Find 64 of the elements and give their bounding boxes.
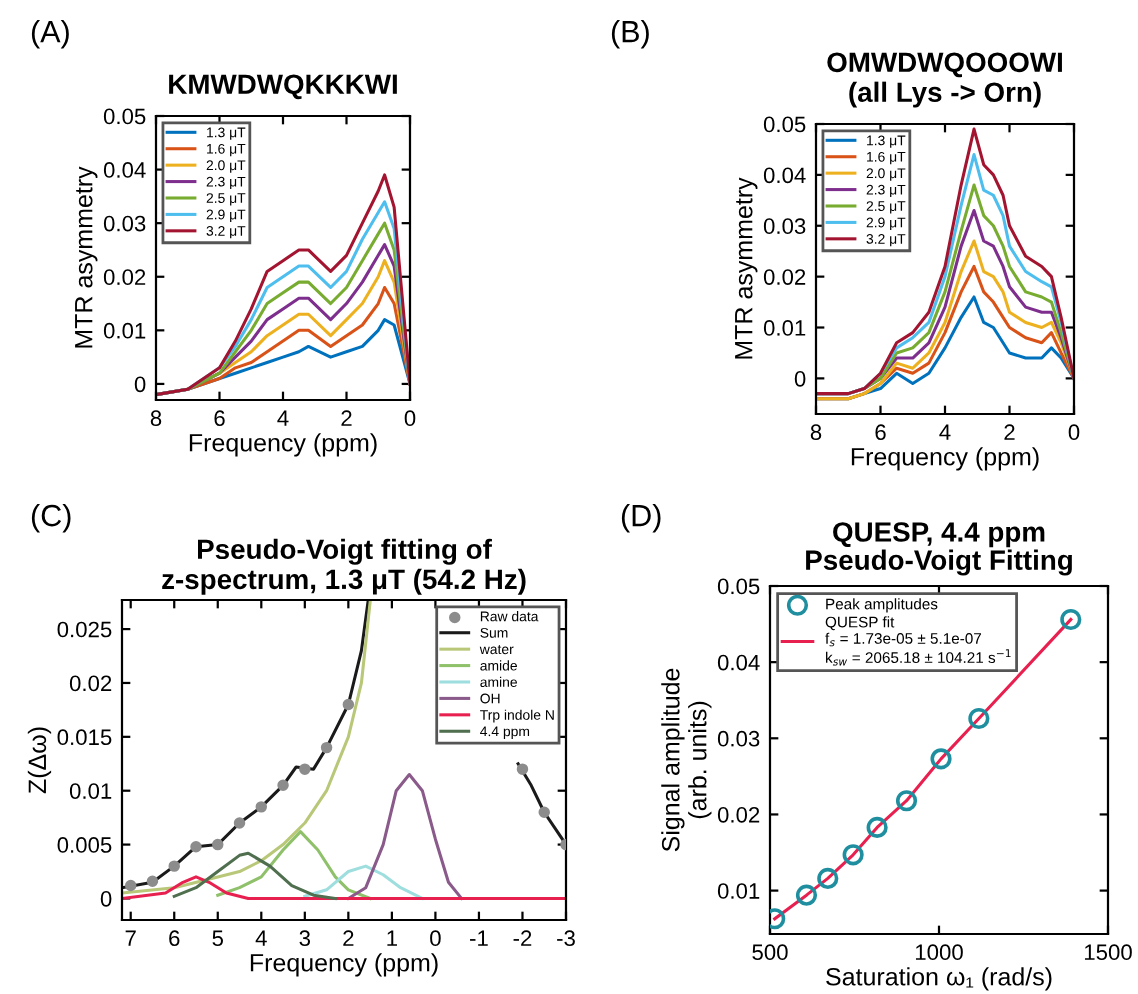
y-tick-label: 0 (134, 376, 146, 393)
x-axis-title: Frequency (ppm) (851, 447, 1039, 471)
y-tick-label: 0.05 (763, 116, 806, 133)
y-axis-title: Signal amplitude (arb. units) (661, 668, 712, 852)
y-tick-label: 0.03 (103, 215, 146, 232)
y-tick-label: 0.01 (763, 320, 806, 336)
chart-title: KMWDWQKKKWI (169, 74, 397, 100)
y-axis-title: MTR asymmetry (75, 166, 98, 348)
y-tick-label: 0.005 (57, 837, 112, 853)
x-tick-label: 4 (255, 930, 267, 946)
text: (C) (31, 504, 71, 533)
x-axis-title: Frequency (ppm) (250, 953, 438, 977)
x-tick-label: 8 (150, 410, 162, 427)
y-tick-label: 0.04 (763, 167, 806, 184)
x-tick-label: 1 (387, 930, 397, 946)
text: (A) (31, 20, 69, 49)
x-tick-label: 4 (277, 410, 289, 426)
x-tick-label: 500 (752, 944, 788, 961)
y-tick-label: 0.05 (103, 108, 146, 125)
y-axis-title: Z(Δω) (27, 727, 52, 794)
y-tick-label: 0.02 (717, 806, 760, 823)
x-tick-label: 6 (875, 424, 886, 441)
y-tick-label: 0.01 (69, 783, 112, 799)
x-tick-label: 8 (810, 424, 822, 441)
x-tick-label: 1000 (915, 944, 963, 961)
text: (D) (621, 504, 661, 533)
y-tick-label: 0.01 (103, 322, 146, 339)
chart-title: Pseudo-Voigt fitting of z-spectrum, 1.3 μT (54.2 Hz) (162, 538, 526, 595)
x-tick-label: 4 (939, 424, 951, 440)
x-tick-label: 1500 (1084, 944, 1132, 961)
x-tick-label: 6 (169, 930, 180, 947)
x-tick-label: 2 (1004, 424, 1015, 440)
y-tick-label: 0.03 (763, 218, 806, 235)
y-tick-label: 0 (794, 370, 806, 387)
y-tick-label: 0 (100, 890, 112, 907)
y-tick-label: 0.015 (57, 729, 112, 746)
chart-subtitle: Pseudo-Voigt Fitting (806, 549, 1072, 576)
x-tick-label: 0 (430, 930, 441, 947)
x-tick-label: -2 (513, 930, 532, 946)
x-axis-title: Saturation ω₁ (rad/s) (826, 967, 1052, 991)
x-tick-label: 0 (404, 410, 416, 427)
y-tick-label: 0.01 (717, 883, 760, 899)
x-tick-label: 2 (343, 930, 354, 946)
y-axis-title: MTR asymmetry (735, 177, 758, 359)
chart-title: QUESP, 4.4 ppm (833, 522, 1045, 548)
y-tick-label: 0.04 (103, 162, 146, 178)
x-tick-label: 2 (341, 410, 352, 426)
x-tick-label: 5 (212, 930, 224, 947)
chart-title: OMWDWQOOOWI (all Lys -> Orn) (827, 52, 1062, 108)
y-tick-label: 0.02 (69, 675, 112, 692)
x-tick-label: 3 (299, 930, 311, 947)
y-tick-label: 0.02 (763, 269, 806, 285)
y-tick-label: 0.02 (103, 269, 146, 286)
x-tick-label: -3 (557, 930, 575, 947)
x-axis-title: Frequency (ppm) (189, 433, 377, 457)
y-tick-label: 0.04 (717, 654, 760, 671)
x-tick-label: 6 (214, 410, 225, 427)
x-tick-label: 7 (125, 930, 136, 946)
y-tick-label: 0.03 (717, 730, 760, 747)
x-tick-label: 0 (1068, 424, 1080, 441)
text: (B) (611, 20, 649, 49)
y-tick-label: 0.05 (717, 578, 760, 595)
y-tick-label: 0.025 (57, 621, 112, 638)
x-tick-label: -1 (470, 930, 488, 946)
